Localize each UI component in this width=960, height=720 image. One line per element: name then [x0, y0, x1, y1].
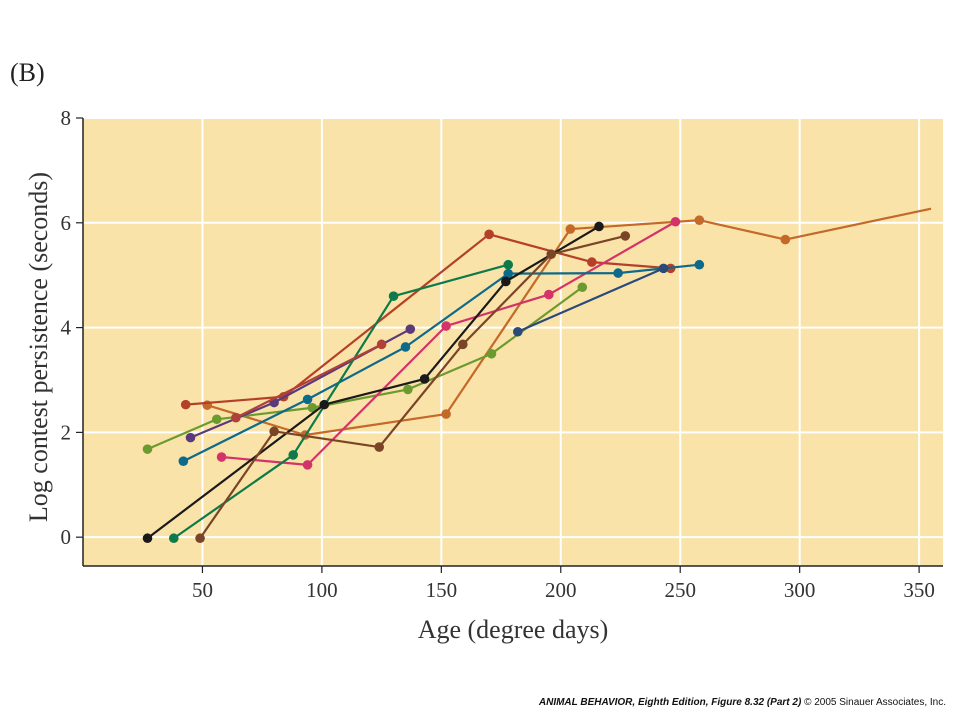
- data-point: [388, 291, 399, 301]
- gridlines: [83, 117, 943, 566]
- data-point: [195, 533, 205, 544]
- data-point: [180, 399, 191, 410]
- series-3: [142, 282, 588, 454]
- data-point: [302, 460, 313, 470]
- x-tick-label: 200: [545, 578, 577, 602]
- data-point: [780, 234, 791, 245]
- y-tick-label: 4: [61, 316, 72, 340]
- data-point: [178, 456, 189, 467]
- x-tick-label: 350: [903, 578, 935, 602]
- data-point: [486, 348, 497, 359]
- y-tick-label: 2: [61, 420, 72, 444]
- data-point: [269, 426, 279, 437]
- credit-book: ANIMAL BEHAVIOR, Eighth Edition, Figure …: [538, 697, 802, 708]
- x-tick-label: 100: [306, 578, 338, 602]
- data-point: [419, 374, 430, 384]
- y-tick-label: 8: [61, 106, 72, 130]
- series-line: [147, 286, 583, 451]
- series-line: [235, 343, 383, 419]
- data-point: [613, 268, 623, 278]
- x-axis-title: Age (degree days): [418, 615, 609, 644]
- series-layer: [142, 207, 932, 544]
- data-point: [694, 215, 705, 225]
- data-point: [501, 276, 511, 287]
- series-line: [199, 234, 626, 539]
- data-point: [577, 282, 588, 293]
- data-point: [565, 224, 576, 234]
- data-point: [694, 259, 705, 270]
- data-point: [503, 268, 514, 279]
- x-tick-label: 300: [784, 578, 816, 602]
- data-point: [302, 394, 313, 405]
- data-point: [658, 263, 669, 274]
- series-10: [231, 339, 387, 423]
- data-point: [216, 452, 227, 462]
- x-tick-label: 50: [192, 578, 213, 602]
- data-point: [546, 249, 557, 260]
- data-point: [594, 221, 604, 232]
- data-point: [376, 339, 387, 350]
- data-point: [168, 533, 179, 544]
- data-point: [307, 402, 318, 413]
- credit-copyright: © 2005 Sinauer Associates, Inc.: [804, 697, 946, 708]
- data-point: [503, 259, 514, 270]
- data-point: [185, 432, 196, 443]
- data-point: [544, 289, 554, 300]
- panel-label: (B): [10, 58, 45, 87]
- data-point: [587, 257, 597, 267]
- figure-credit: ANIMAL BEHAVIOR, Eighth Edition, Figure …: [539, 697, 946, 708]
- series-9: [195, 231, 631, 544]
- data-point: [441, 321, 451, 331]
- series-8: [142, 221, 604, 544]
- data-point: [211, 414, 222, 425]
- data-point: [319, 399, 330, 410]
- plot-background: [83, 118, 943, 566]
- data-point: [142, 533, 153, 544]
- series-6: [178, 259, 705, 467]
- data-point: [374, 442, 385, 452]
- data-point: [405, 324, 416, 334]
- data-point: [484, 229, 494, 240]
- data-point: [512, 326, 523, 337]
- series-line: [182, 263, 700, 463]
- data-point: [458, 339, 468, 350]
- data-point: [231, 412, 241, 423]
- data-point: [403, 384, 413, 395]
- y-axis-title: Log contest persistence (seconds): [24, 172, 53, 522]
- series-line: [173, 263, 509, 540]
- x-tick-label: 150: [426, 578, 458, 602]
- data-point: [142, 444, 153, 454]
- y-tick-label: 0: [61, 525, 72, 549]
- series-5: [216, 216, 681, 470]
- series-11: [512, 263, 669, 337]
- y-tick-label: 6: [61, 211, 72, 235]
- x-tick-label: 250: [664, 578, 696, 602]
- tick-layer: 50 100 150 200 250 300 350 0 2 4 6 8: [61, 106, 935, 602]
- data-point: [288, 450, 299, 460]
- series-line: [517, 267, 664, 333]
- data-point: [400, 342, 411, 352]
- data-point: [441, 409, 451, 419]
- series-7: [168, 259, 514, 544]
- data-point: [620, 231, 631, 241]
- data-point: [670, 216, 681, 227]
